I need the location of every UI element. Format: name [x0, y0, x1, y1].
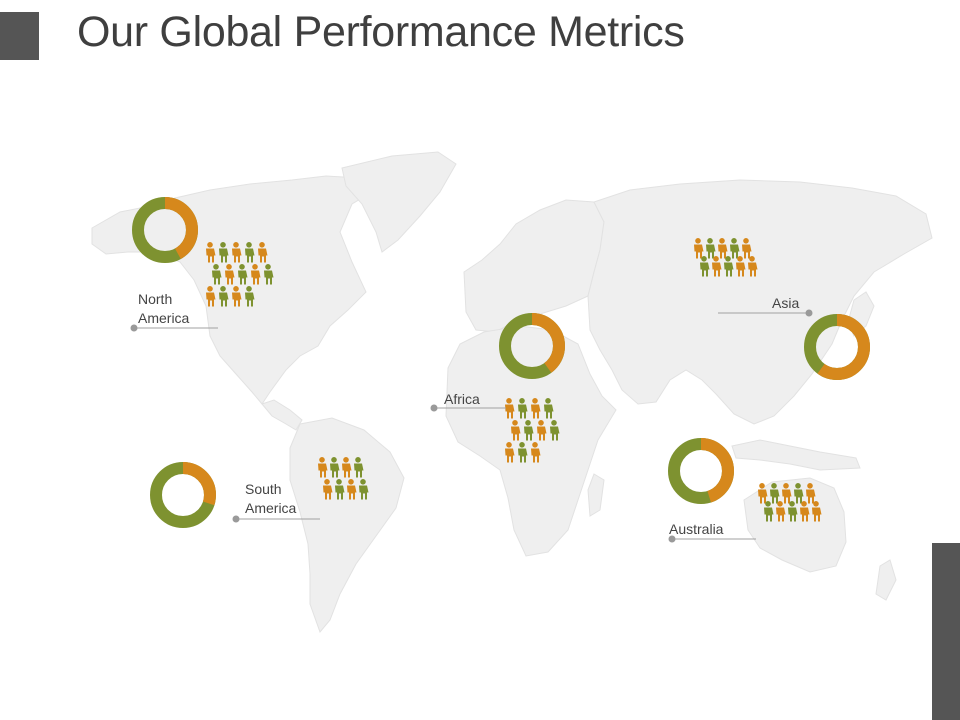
- person-icon: [232, 286, 242, 307]
- donut-australia: [668, 438, 734, 504]
- person-icon: [706, 238, 716, 259]
- people-group-australia: [758, 483, 822, 522]
- person-icon: [718, 238, 728, 259]
- person-icon: [736, 255, 746, 277]
- people-icon-groups: [206, 238, 822, 522]
- person-icon: [264, 264, 274, 285]
- label-leader-lines: [134, 312, 809, 540]
- person-icon: [776, 501, 786, 522]
- people-group-north-america: [206, 242, 274, 307]
- person-icon: [712, 255, 722, 277]
- person-icon: [335, 479, 345, 500]
- donut-asia: [804, 314, 870, 380]
- person-icon: [537, 420, 547, 441]
- corner-accent-tab: [932, 543, 960, 720]
- person-icon: [347, 479, 357, 500]
- region-label-south-america: South America: [245, 480, 296, 518]
- person-icon: [806, 483, 816, 504]
- person-icon: [800, 501, 810, 522]
- region-label-asia: Asia: [772, 294, 799, 313]
- region-donut-charts: [132, 197, 870, 528]
- region-label-australia: Australia: [669, 520, 723, 539]
- region-label-north-america: North America: [138, 290, 189, 328]
- person-icon: [700, 255, 710, 277]
- person-icon: [518, 442, 528, 463]
- person-icon: [524, 420, 534, 441]
- person-icon: [232, 242, 242, 263]
- continent-europe: [463, 199, 605, 333]
- people-group-asia: [694, 238, 758, 277]
- continent-africa: [445, 325, 617, 557]
- person-icon: [245, 286, 255, 307]
- person-icon: [531, 398, 541, 419]
- person-icon: [212, 264, 222, 285]
- region-label-line: Africa: [444, 391, 480, 407]
- region-label-line: America: [245, 500, 297, 516]
- person-icon: [238, 264, 248, 285]
- leader-dot-africa: [430, 404, 438, 412]
- region-label-line: Asia: [772, 295, 800, 311]
- person-icon: [550, 420, 560, 441]
- person-icon: [782, 483, 792, 504]
- person-icon: [748, 255, 758, 277]
- continent-new-zealand: [875, 559, 897, 601]
- leader-dot-south-america: [232, 515, 240, 523]
- region-label-line: Australia: [669, 521, 724, 537]
- person-icon: [531, 442, 541, 463]
- continent-asia: [587, 179, 933, 425]
- continent-central-america: [261, 399, 303, 431]
- people-group-south-america: [318, 457, 369, 500]
- person-icon: [206, 286, 216, 307]
- leader-dot-australia: [668, 535, 676, 543]
- person-icon: [354, 457, 364, 478]
- person-icon: [742, 238, 752, 259]
- donut-africa: [499, 313, 565, 379]
- person-icon: [318, 457, 328, 478]
- person-icon: [770, 483, 780, 504]
- person-icon: [258, 242, 268, 263]
- donut-north-america: [132, 197, 198, 263]
- person-icon: [794, 483, 804, 504]
- region-label-line: America: [138, 310, 190, 326]
- person-icon: [505, 442, 515, 463]
- person-icon: [758, 483, 768, 504]
- person-icon: [518, 398, 528, 419]
- region-label-line: North: [138, 291, 173, 307]
- person-icon: [812, 501, 822, 522]
- leader-dot-asia: [805, 309, 813, 317]
- page-title: Our Global Performance Metrics: [77, 8, 685, 56]
- continent-north-america: [91, 175, 373, 405]
- person-icon: [330, 457, 340, 478]
- person-icon: [511, 420, 521, 441]
- person-icon: [505, 398, 515, 419]
- label-leader-dots: [130, 309, 813, 543]
- person-icon: [788, 501, 798, 522]
- person-icon: [359, 479, 369, 500]
- person-icon: [730, 238, 740, 259]
- continent-indonesia: [731, 439, 861, 471]
- person-icon: [694, 238, 704, 259]
- region-label-line: South: [245, 481, 282, 497]
- person-icon: [544, 398, 554, 419]
- person-icon: [219, 286, 229, 307]
- person-icon: [764, 501, 774, 522]
- person-icon: [219, 242, 229, 263]
- region-label-africa: Africa: [444, 390, 480, 409]
- continent-madagascar: [587, 473, 605, 517]
- person-icon: [323, 479, 333, 500]
- title-accent-tab: [0, 12, 39, 60]
- person-icon: [342, 457, 352, 478]
- leader-dot-north-america: [130, 324, 138, 332]
- donut-south-america: [150, 462, 216, 528]
- continents: [91, 151, 933, 633]
- person-icon: [245, 242, 255, 263]
- people-group-africa: [505, 398, 560, 463]
- continent-greenland: [341, 151, 457, 253]
- continent-south-america: [289, 417, 405, 633]
- person-icon: [724, 255, 734, 277]
- person-icon: [251, 264, 261, 285]
- person-icon: [225, 264, 235, 285]
- person-icon: [206, 242, 216, 263]
